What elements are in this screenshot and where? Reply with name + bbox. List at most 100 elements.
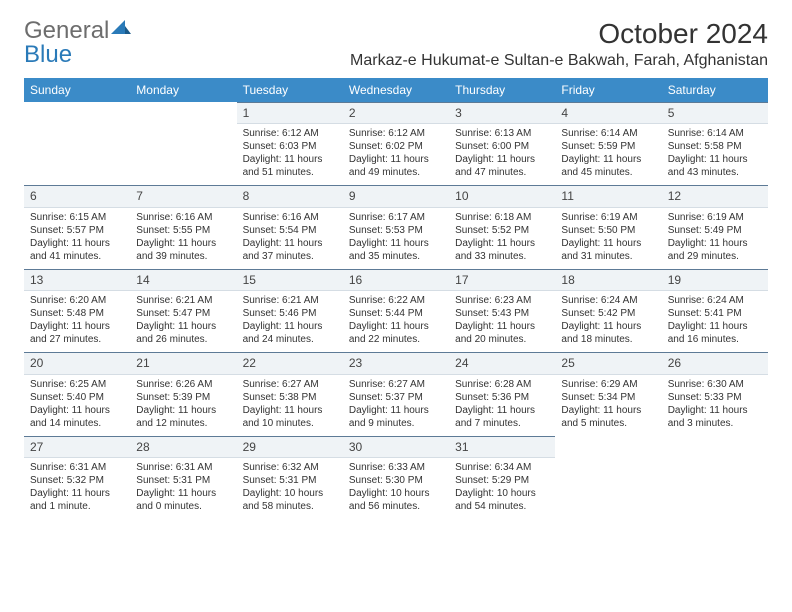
day-details: Sunrise: 6:16 AMSunset: 5:54 PMDaylight:… [237,208,343,269]
day-details: Sunrise: 6:14 AMSunset: 5:58 PMDaylight:… [662,124,768,185]
weekday-label: Sunday [24,78,130,102]
day-details: Sunrise: 6:21 AMSunset: 5:47 PMDaylight:… [130,291,236,352]
sunset-line: Sunset: 5:48 PM [30,307,124,320]
day-details: Sunrise: 6:23 AMSunset: 5:43 PMDaylight:… [449,291,555,352]
calendar-cell: 9Sunrise: 6:17 AMSunset: 5:53 PMDaylight… [343,185,449,268]
sunset-line: Sunset: 5:59 PM [561,140,655,153]
day-details: Sunrise: 6:12 AMSunset: 6:02 PMDaylight:… [343,124,449,185]
day-details: Sunrise: 6:22 AMSunset: 5:44 PMDaylight:… [343,291,449,352]
logo-prefix: General [24,17,109,44]
daylight-line: Daylight: 11 hours and 43 minutes. [668,153,762,179]
sunset-line: Sunset: 5:37 PM [349,391,443,404]
day-details: Sunrise: 6:19 AMSunset: 5:50 PMDaylight:… [555,208,661,269]
calendar-cell: 22Sunrise: 6:27 AMSunset: 5:38 PMDayligh… [237,352,343,435]
daylight-line: Daylight: 11 hours and 10 minutes. [243,404,337,430]
logo-mark-icon [111,20,131,38]
calendar-cell: . [24,102,130,185]
day-details: Sunrise: 6:14 AMSunset: 5:59 PMDaylight:… [555,124,661,185]
daylight-line: Daylight: 11 hours and 0 minutes. [136,487,230,513]
sunrise-line: Sunrise: 6:19 AM [668,211,762,224]
sunrise-line: Sunrise: 6:18 AM [455,211,549,224]
day-number: 27 [24,436,130,458]
logo-text: General Blue [24,18,131,67]
day-details: Sunrise: 6:15 AMSunset: 5:57 PMDaylight:… [24,208,130,269]
sunset-line: Sunset: 5:46 PM [243,307,337,320]
daylight-line: Daylight: 11 hours and 26 minutes. [136,320,230,346]
sunset-line: Sunset: 5:31 PM [243,474,337,487]
day-details: Sunrise: 6:31 AMSunset: 5:31 PMDaylight:… [130,458,236,519]
day-number: 28 [130,436,236,458]
day-number: 21 [130,352,236,374]
daylight-line: Daylight: 11 hours and 49 minutes. [349,153,443,179]
calendar-week: 27Sunrise: 6:31 AMSunset: 5:32 PMDayligh… [24,436,768,519]
day-details: Sunrise: 6:33 AMSunset: 5:30 PMDaylight:… [343,458,449,519]
weekday-label: Thursday [449,78,555,102]
day-number: 7 [130,185,236,207]
sunset-line: Sunset: 5:58 PM [668,140,762,153]
calendar-cell: 11Sunrise: 6:19 AMSunset: 5:50 PMDayligh… [555,185,661,268]
day-details: Sunrise: 6:29 AMSunset: 5:34 PMDaylight:… [555,375,661,436]
location: Markaz-e Hukumat-e Sultan-e Bakwah, Fara… [350,52,768,70]
day-details: Sunrise: 6:17 AMSunset: 5:53 PMDaylight:… [343,208,449,269]
calendar-week: 20Sunrise: 6:25 AMSunset: 5:40 PMDayligh… [24,352,768,435]
calendar-cell: . [555,436,661,519]
day-number: 22 [237,352,343,374]
day-number: 5 [662,102,768,124]
sunset-line: Sunset: 5:54 PM [243,224,337,237]
header: General Blue October 2024 Markaz-e Hukum… [24,18,768,70]
sunset-line: Sunset: 5:55 PM [136,224,230,237]
sunset-line: Sunset: 5:47 PM [136,307,230,320]
sunrise-line: Sunrise: 6:24 AM [668,294,762,307]
day-details: Sunrise: 6:19 AMSunset: 5:49 PMDaylight:… [662,208,768,269]
sunrise-line: Sunrise: 6:12 AM [349,127,443,140]
day-number: 16 [343,269,449,291]
day-details: Sunrise: 6:32 AMSunset: 5:31 PMDaylight:… [237,458,343,519]
day-details: Sunrise: 6:24 AMSunset: 5:41 PMDaylight:… [662,291,768,352]
sunset-line: Sunset: 5:44 PM [349,307,443,320]
sunrise-line: Sunrise: 6:32 AM [243,461,337,474]
daylight-line: Daylight: 11 hours and 47 minutes. [455,153,549,179]
logo: General Blue [24,18,131,67]
day-number: 15 [237,269,343,291]
daylight-line: Daylight: 11 hours and 3 minutes. [668,404,762,430]
calendar-cell: 27Sunrise: 6:31 AMSunset: 5:32 PMDayligh… [24,436,130,519]
sunrise-line: Sunrise: 6:23 AM [455,294,549,307]
calendar-cell: 16Sunrise: 6:22 AMSunset: 5:44 PMDayligh… [343,269,449,352]
sunset-line: Sunset: 5:36 PM [455,391,549,404]
day-details: Sunrise: 6:30 AMSunset: 5:33 PMDaylight:… [662,375,768,436]
calendar-cell: 24Sunrise: 6:28 AMSunset: 5:36 PMDayligh… [449,352,555,435]
calendar-cell: . [130,102,236,185]
sunset-line: Sunset: 5:33 PM [668,391,762,404]
calendar-cell: 17Sunrise: 6:23 AMSunset: 5:43 PMDayligh… [449,269,555,352]
sunset-line: Sunset: 5:43 PM [455,307,549,320]
calendar-cell: 7Sunrise: 6:16 AMSunset: 5:55 PMDaylight… [130,185,236,268]
daylight-line: Daylight: 11 hours and 18 minutes. [561,320,655,346]
weekday-label: Tuesday [237,78,343,102]
daylight-line: Daylight: 10 hours and 58 minutes. [243,487,337,513]
day-number: 2 [343,102,449,124]
sunrise-line: Sunrise: 6:30 AM [668,378,762,391]
day-number: 31 [449,436,555,458]
calendar-cell: 28Sunrise: 6:31 AMSunset: 5:31 PMDayligh… [130,436,236,519]
day-details: Sunrise: 6:31 AMSunset: 5:32 PMDaylight:… [24,458,130,519]
day-number: 23 [343,352,449,374]
daylight-line: Daylight: 11 hours and 27 minutes. [30,320,124,346]
sunrise-line: Sunrise: 6:24 AM [561,294,655,307]
daylight-line: Daylight: 10 hours and 56 minutes. [349,487,443,513]
sunset-line: Sunset: 5:50 PM [561,224,655,237]
daylight-line: Daylight: 11 hours and 41 minutes. [30,237,124,263]
calendar-cell: 25Sunrise: 6:29 AMSunset: 5:34 PMDayligh… [555,352,661,435]
daylight-line: Daylight: 11 hours and 14 minutes. [30,404,124,430]
sunset-line: Sunset: 5:52 PM [455,224,549,237]
sunset-line: Sunset: 6:00 PM [455,140,549,153]
day-details: Sunrise: 6:28 AMSunset: 5:36 PMDaylight:… [449,375,555,436]
daylight-line: Daylight: 11 hours and 16 minutes. [668,320,762,346]
sunrise-line: Sunrise: 6:31 AM [30,461,124,474]
sunset-line: Sunset: 5:53 PM [349,224,443,237]
sunrise-line: Sunrise: 6:25 AM [30,378,124,391]
day-details: Sunrise: 6:18 AMSunset: 5:52 PMDaylight:… [449,208,555,269]
daylight-line: Daylight: 11 hours and 5 minutes. [561,404,655,430]
sunset-line: Sunset: 5:30 PM [349,474,443,487]
calendar-cell: 20Sunrise: 6:25 AMSunset: 5:40 PMDayligh… [24,352,130,435]
day-details: Sunrise: 6:27 AMSunset: 5:37 PMDaylight:… [343,375,449,436]
